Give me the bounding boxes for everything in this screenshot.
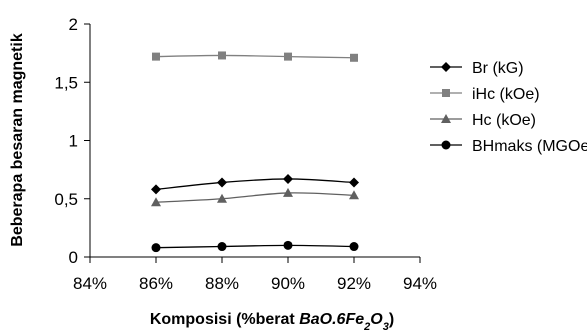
legend-label: iHc (kOe) [472,86,540,103]
series-bhmaks-mgoe [151,240,359,253]
data-point [151,184,161,195]
series-line [155,54,355,59]
x-tick-label: 90% [271,274,305,293]
series-ihc-koe [152,51,358,62]
x-tick-label: 86% [139,274,173,293]
series-hc-koe [151,187,359,207]
series-line [155,244,355,249]
data-point [218,51,226,60]
legend-item: Hc (kOe) [430,112,536,129]
axes: 0 0,5 1 1,5 2 84% 86% 88% 90% 92% 94% [54,15,437,293]
legend-item: Br (kG) [430,60,524,77]
data-point [349,190,359,200]
data-point [151,243,161,253]
data-point [349,177,359,188]
data-point [217,242,227,252]
series-line [155,178,355,191]
legend-label: BHmaks (MGOe) [472,138,587,155]
x-tick-label: 84% [73,274,107,293]
legend-label: Br (kG) [472,60,524,77]
legend: Br (kG) iHc (kOe) Hc (kOe) BHmaks (MGOe) [430,60,587,155]
data-point [283,240,293,250]
data-point [349,242,359,252]
legend-item: BHmaks (MGOe) [430,138,587,155]
data-point [152,52,160,61]
data-point [283,173,293,184]
series-layer [151,51,359,253]
x-axis-title: Komposisi (%berat BaO.6Fe2O3) [150,311,394,331]
legend-marker [442,89,450,97]
data-point [151,197,161,207]
data-point [284,52,292,61]
y-tick-label: 2 [69,15,78,34]
legend-marker [441,140,451,150]
y-tick-label: 0,5 [54,190,78,209]
data-point [283,187,293,197]
legend-label: Hc (kOe) [472,112,536,129]
data-point [217,193,227,203]
y-tick-label: 1,5 [54,73,78,92]
x-tick-label: 94% [403,274,437,293]
data-point [217,177,227,188]
x-tick-label: 92% [337,274,371,293]
legend-marker [441,114,451,123]
legend-marker [441,62,451,72]
legend-item: iHc (kOe) [430,86,540,103]
y-tick-label: 1 [69,132,78,151]
series-br-kg [151,173,359,195]
y-axis-title: Beberapa besaran magnetik [9,33,26,247]
y-tick-label: 0 [69,248,78,267]
series-line [155,192,355,203]
data-point [350,53,358,62]
x-tick-label: 88% [205,274,239,293]
